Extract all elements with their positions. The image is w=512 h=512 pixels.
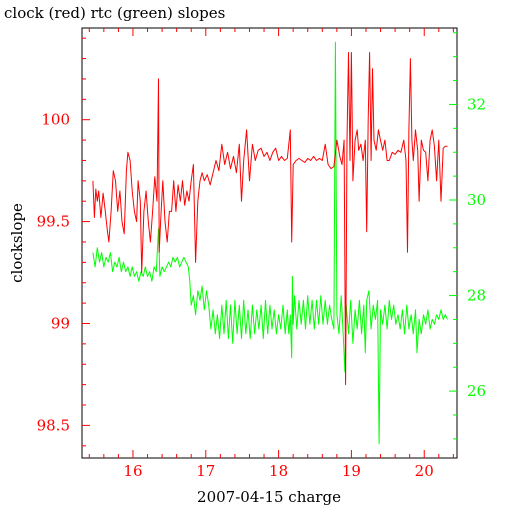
x-axis-label: 2007-04-15 charge xyxy=(197,488,341,506)
y2-tick-label: 26 xyxy=(467,382,486,400)
x-tick-label: 19 xyxy=(342,462,361,480)
chart-title: clock (red) rtc (green) slopes xyxy=(4,4,225,22)
y-axis-label: clockslope xyxy=(8,203,26,283)
x-tick-label: 20 xyxy=(415,462,434,480)
x-tick-label: 17 xyxy=(196,462,215,480)
y-tick-label: 99.5 xyxy=(37,213,70,231)
y-tick-label: 100 xyxy=(41,111,70,129)
y-tick-label: 98.5 xyxy=(37,416,70,434)
series-layer xyxy=(92,41,448,445)
tick-layer: 16 17 18 19 20 98.5 99 99.5 100 26 28 30 32 xyxy=(37,28,486,480)
series-line-rtc xyxy=(92,41,448,445)
y-tick-label: 99 xyxy=(51,314,70,332)
x-tick-label: 16 xyxy=(123,462,142,480)
series-line-clock xyxy=(92,52,448,386)
y2-tick-label: 30 xyxy=(467,191,486,209)
plot-frame xyxy=(81,27,458,459)
y2-tick-label: 28 xyxy=(467,287,486,305)
x-tick-label: 18 xyxy=(269,462,288,480)
y2-tick-label: 32 xyxy=(467,95,486,113)
